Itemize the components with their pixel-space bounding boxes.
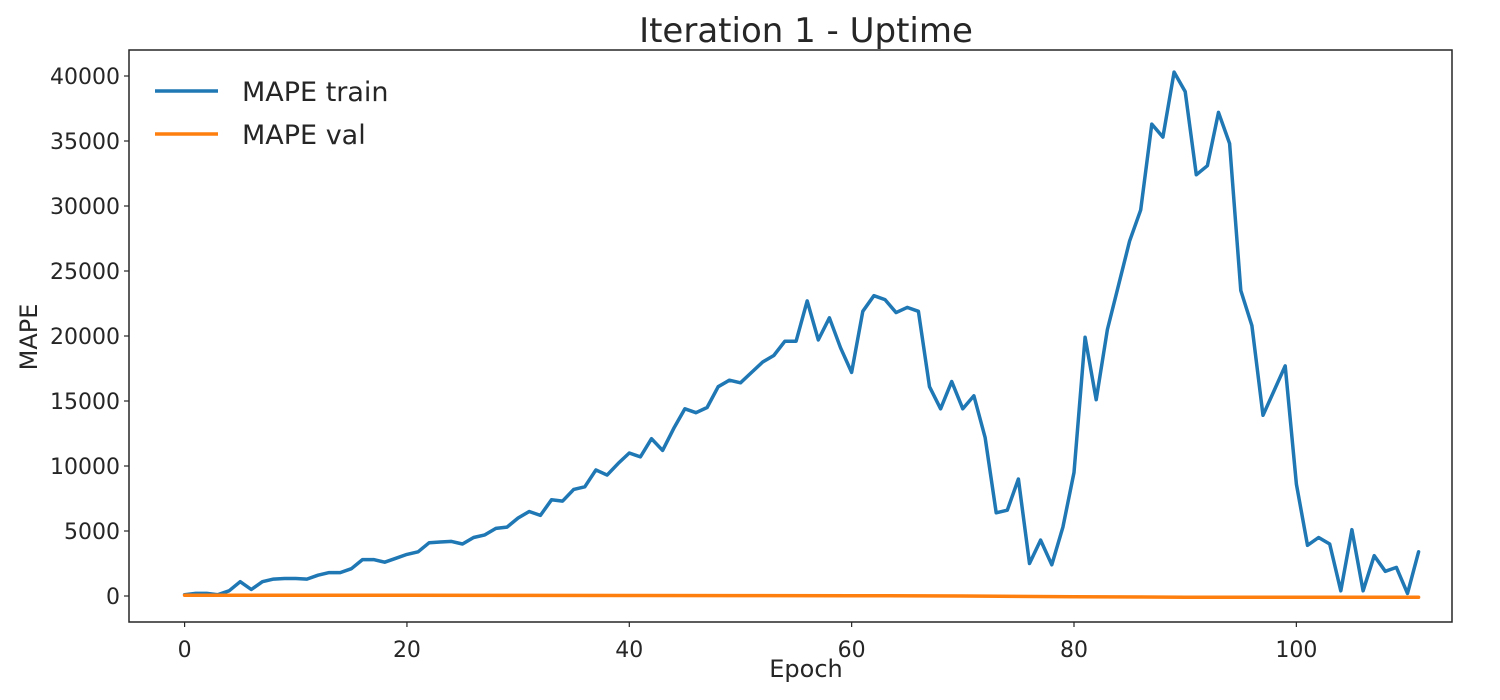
y-tick-label: 35000 — [50, 130, 120, 155]
x-tick-label: 40 — [615, 638, 643, 663]
x-tick-label: 80 — [1060, 638, 1088, 663]
series-line-mape-train — [182, 70, 1421, 597]
y-tick-label: 20000 — [50, 325, 120, 350]
x-axis-label: Epoch — [769, 655, 843, 683]
x-axis: 0 20 40 60 80 100 — [178, 622, 1317, 663]
plot-area — [182, 70, 1421, 600]
chart-title: Iteration 1 - Uptime — [639, 11, 973, 51]
y-tick-label: 15000 — [50, 390, 120, 415]
y-tick-label: 40000 — [50, 65, 120, 90]
series-line-mape-val — [182, 593, 1421, 600]
x-tick-label: 60 — [838, 638, 866, 663]
x-tick-label: 100 — [1275, 638, 1317, 663]
x-tick-label: 0 — [178, 638, 192, 663]
y-tick-label: 10000 — [50, 455, 120, 480]
y-tick-label: 0 — [106, 585, 120, 610]
x-tick-label: 20 — [393, 638, 421, 663]
y-axis: 0 5000 10000 15000 20000 25000 30000 35000 40000 — [50, 65, 129, 610]
y-tick-label: 30000 — [50, 195, 120, 220]
y-tick-label: 5000 — [64, 520, 120, 545]
legend-label-mape-train: MAPE train — [242, 77, 389, 108]
y-tick-label: 25000 — [50, 260, 120, 285]
legend: MAPE train MAPE val — [155, 77, 389, 151]
y-axis-label: MAPE — [15, 304, 43, 371]
legend-label-mape-val: MAPE val — [242, 120, 366, 151]
